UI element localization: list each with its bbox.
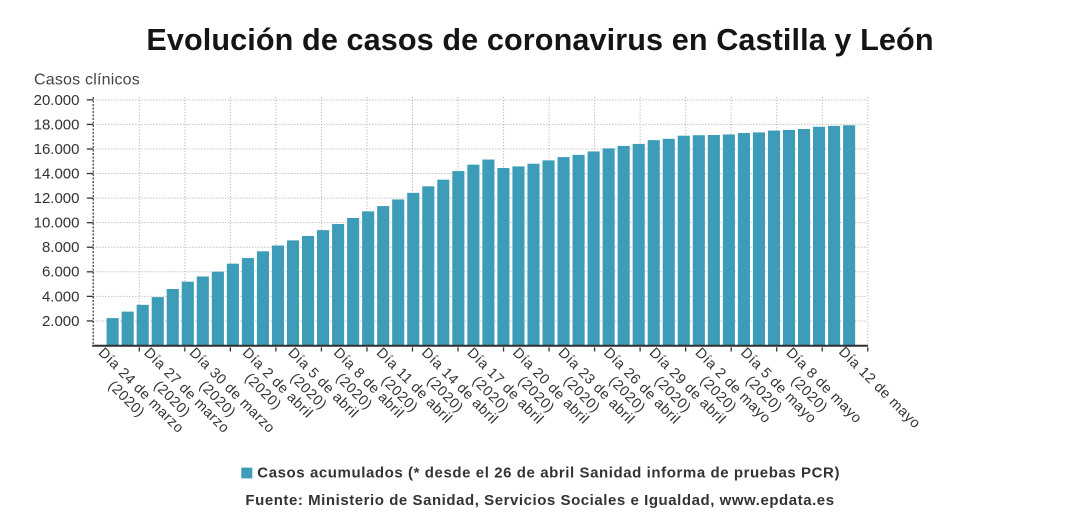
svg-text:18.000: 18.000 — [34, 116, 80, 133]
svg-text:Casos clínicos: Casos clínicos — [34, 71, 140, 88]
svg-text:6.000: 6.000 — [42, 264, 80, 281]
svg-text:8.000: 8.000 — [42, 239, 80, 256]
svg-text:12.000: 12.000 — [34, 190, 80, 207]
svg-text:16.000: 16.000 — [34, 141, 80, 158]
svg-text:20.000: 20.000 — [34, 92, 80, 109]
svg-text:Evolución de casos de coronavi: Evolución de casos de coronavirus en Cas… — [146, 23, 933, 57]
svg-text:10.000: 10.000 — [34, 215, 80, 232]
svg-text:2.000: 2.000 — [42, 313, 80, 330]
svg-text:Casos acumulados (* desde el 2: Casos acumulados (* desde el 26 de abril… — [257, 465, 840, 482]
svg-text:Fuente: Ministerio de Sanidad,: Fuente: Ministerio de Sanidad, Servicios… — [245, 492, 834, 509]
svg-text:4.000: 4.000 — [42, 288, 80, 305]
svg-text:14.000: 14.000 — [34, 165, 80, 182]
